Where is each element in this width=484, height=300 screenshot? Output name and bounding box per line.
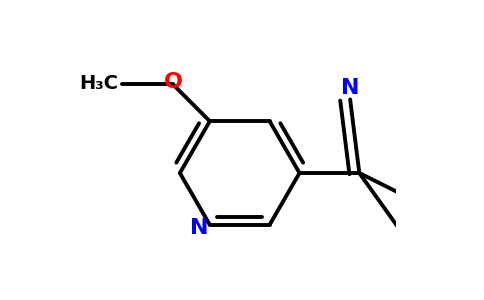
Text: N: N [341, 78, 359, 98]
Text: N: N [190, 218, 209, 239]
Text: O: O [164, 72, 182, 92]
Text: H₃C: H₃C [79, 74, 118, 92]
